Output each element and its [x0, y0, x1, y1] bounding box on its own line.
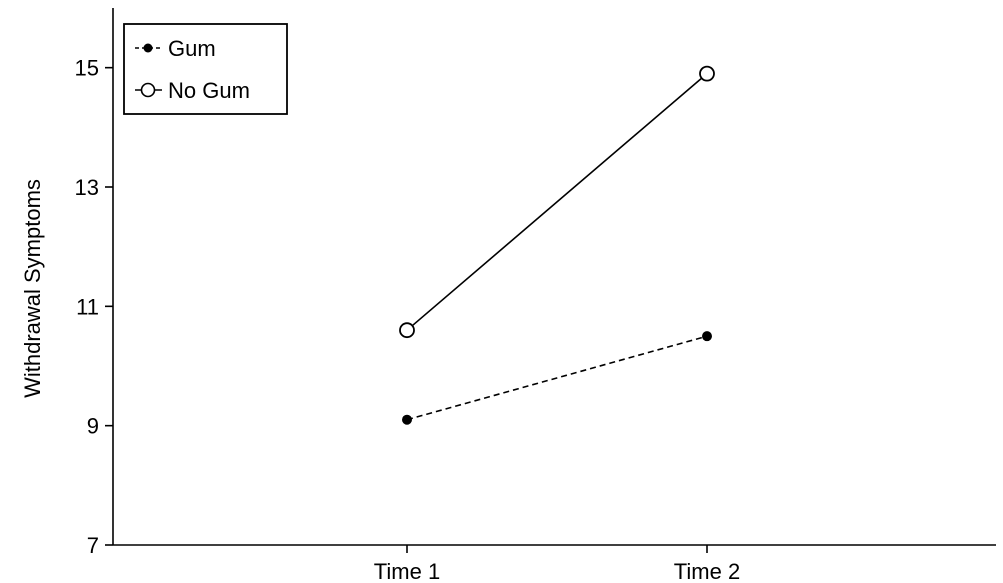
y-tick-label: 15 [75, 56, 99, 81]
legend-box [123, 23, 288, 115]
legend-label-no-gum: No Gum [168, 78, 250, 103]
y-tick-label: 11 [76, 294, 99, 319]
y-tick-label: 7 [87, 533, 99, 558]
series-line-no-gum [406, 73, 708, 331]
series-line-gum [406, 335, 708, 421]
data-point-no-gum [399, 322, 415, 339]
legend-items: Gum No Gum [135, 36, 250, 103]
y-tick-label: 9 [87, 414, 99, 439]
legend-label-gum: Gum [168, 36, 216, 61]
data-point-no-gum [699, 65, 715, 82]
y-tick-label: 13 [75, 175, 99, 200]
x-ticks: Time 1 Time 2 [374, 545, 740, 583]
x-tick-label: Time 2 [674, 559, 740, 583]
legend-marker-no-gum [140, 82, 156, 98]
data-point-gum [402, 414, 412, 425]
series [399, 65, 715, 425]
y-axis-title: Withdrawal Symptoms [20, 179, 45, 398]
legend: Gum No Gum [123, 23, 288, 115]
legend-marker-gum [143, 43, 153, 53]
axes [112, 8, 996, 546]
x-tick-label: Time 1 [374, 559, 440, 583]
data-point-gum [702, 331, 712, 342]
y-ticks: 7 9 11 13 15 [75, 56, 113, 558]
